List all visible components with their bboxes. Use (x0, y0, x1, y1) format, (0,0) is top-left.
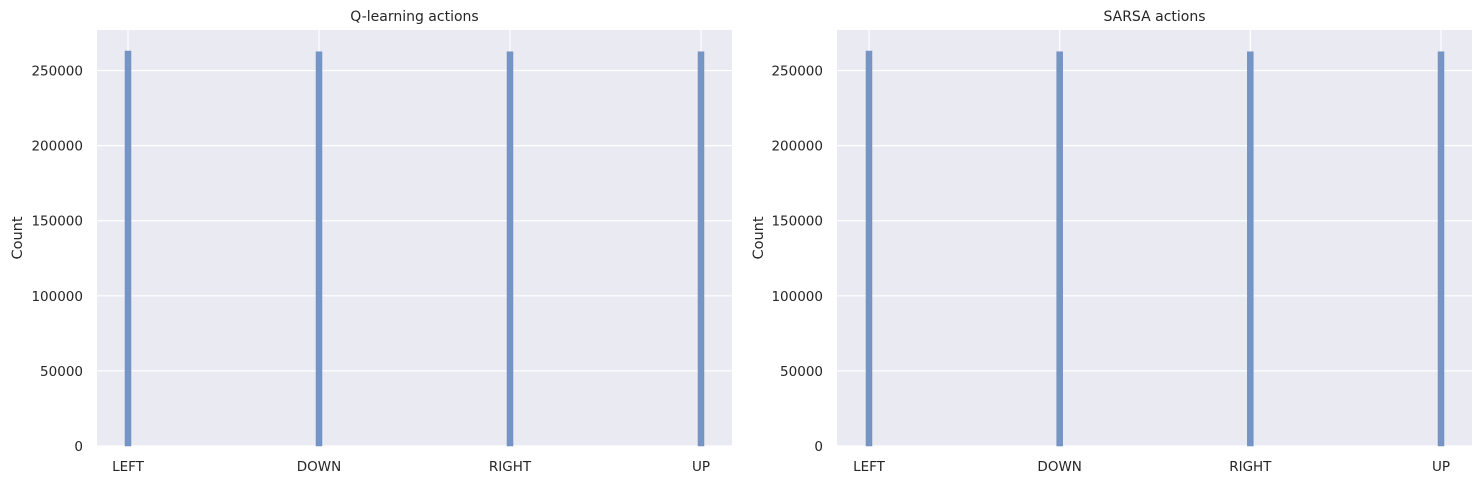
q-learning-bar-down (315, 51, 323, 447)
sarsa-y-tick-label: 50000 (780, 364, 823, 380)
q-learning-y-tick-label: 50000 (40, 364, 83, 380)
q-learning-x-tick-labels: LEFT DOWN RIGHT UP (112, 459, 710, 475)
q-learning-y-tick-label: 0 (74, 439, 83, 455)
q-learning-chart-title: Q-learning actions (350, 9, 478, 25)
sarsa-x-tick-label: UP (1432, 459, 1450, 475)
q-learning-bar-left (124, 50, 132, 447)
q-learning-x-tick-label: DOWN (297, 459, 341, 475)
sarsa-x-tick-labels: LEFT DOWN RIGHT UP (853, 459, 1450, 475)
sarsa-y-axis-label: Count (751, 216, 767, 259)
q-learning-chart-panel: 0 50000 100000 150000 200000 250000 LEFT DOWN R… (10, 9, 732, 475)
sarsa-bar-up (1437, 51, 1445, 447)
q-learning-x-tick-label: RIGHT (489, 459, 532, 475)
q-learning-y-tick-label: 200000 (31, 139, 83, 155)
sarsa-y-tick-label: 250000 (771, 64, 823, 80)
q-learning-plot-area (97, 30, 732, 446)
sarsa-bar-right (1247, 51, 1254, 447)
sarsa-bar-left (865, 50, 873, 447)
sarsa-y-tick-label: 0 (814, 439, 823, 455)
q-learning-y-tick-label: 150000 (31, 214, 83, 230)
sarsa-y-tick-label: 200000 (771, 139, 823, 155)
q-learning-y-tick-label: 100000 (31, 289, 83, 305)
sarsa-x-tick-label: LEFT (853, 459, 886, 475)
sarsa-x-tick-label: RIGHT (1229, 459, 1272, 475)
q-learning-y-tick-labels: 0 50000 100000 150000 200000 250000 (31, 64, 83, 455)
sarsa-bar-down (1056, 51, 1063, 447)
q-learning-bars (124, 50, 705, 447)
q-learning-bar-right (506, 51, 514, 447)
q-learning-x-tick-label: UP (692, 459, 710, 475)
sarsa-y-tick-label: 150000 (771, 214, 823, 230)
sarsa-bars (865, 50, 1445, 447)
sarsa-x-tick-label: DOWN (1037, 459, 1081, 475)
sarsa-y-tick-labels: 0 50000 100000 150000 200000 250000 (771, 64, 823, 455)
sarsa-plot-area (837, 30, 1472, 446)
sarsa-chart-panel: 0 50000 100000 150000 200000 250000 LEFT DOWN R… (751, 9, 1472, 475)
sarsa-y-tick-label: 100000 (771, 289, 823, 305)
q-learning-y-axis-label: Count (10, 216, 26, 259)
q-learning-x-tick-label: LEFT (112, 459, 145, 475)
q-learning-bar-up (697, 51, 705, 447)
sarsa-chart-title: SARSA actions (1103, 9, 1205, 25)
q-learning-y-tick-label: 250000 (31, 64, 83, 80)
